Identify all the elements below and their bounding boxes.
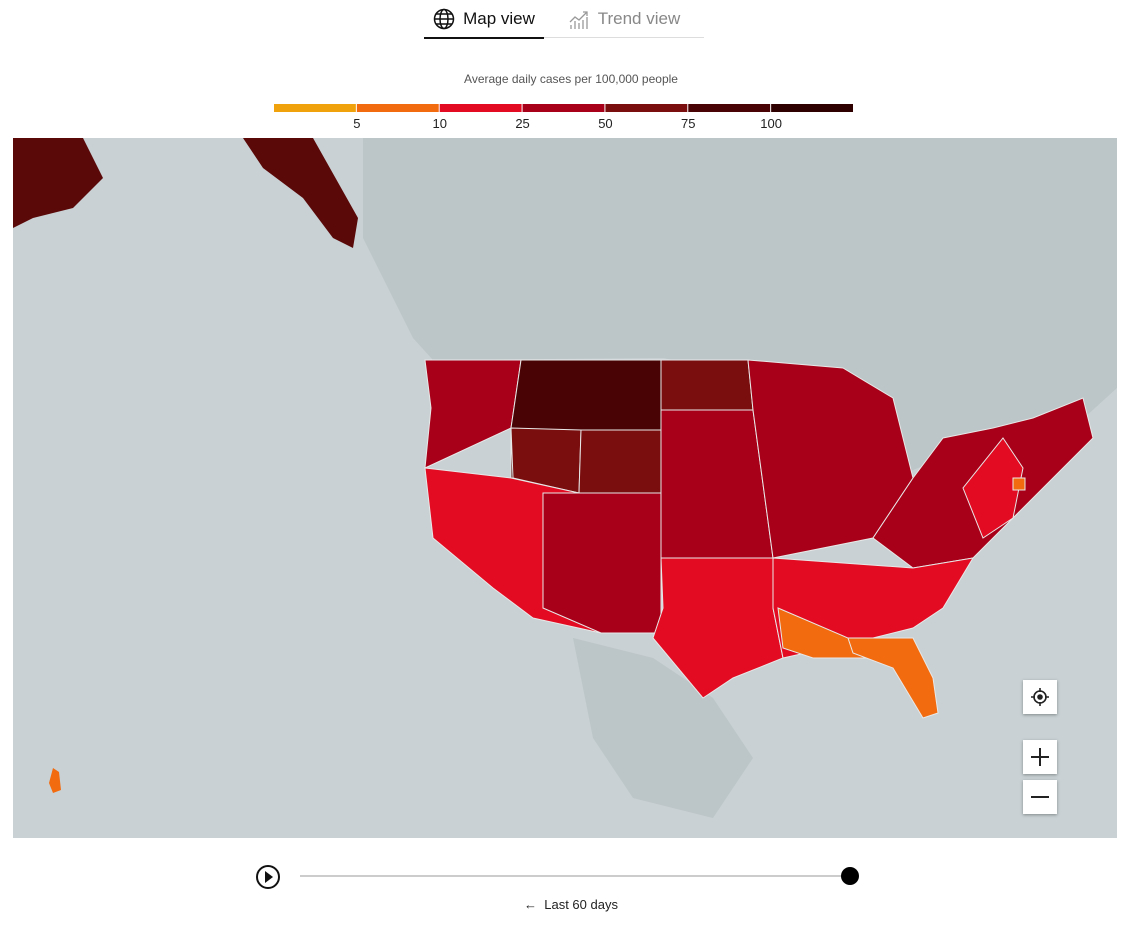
timeline-text: Last 60 days xyxy=(544,897,618,912)
hawaii xyxy=(49,768,61,793)
state xyxy=(424,359,522,469)
state xyxy=(542,492,662,634)
alaska xyxy=(13,138,103,228)
locate-icon xyxy=(1031,688,1049,706)
legend-swatch xyxy=(522,104,605,112)
legend-swatch xyxy=(274,104,356,112)
map-view-tab[interactable]: Map view xyxy=(424,0,544,39)
state xyxy=(1012,477,1026,491)
locate-button[interactable] xyxy=(1023,680,1057,714)
state xyxy=(847,637,939,719)
legend-tick-label: 25 xyxy=(515,116,529,131)
alaska-panhandle xyxy=(243,138,358,248)
plus-icon xyxy=(1031,748,1049,766)
legend-swatch xyxy=(771,104,853,112)
mexico xyxy=(573,638,753,818)
legend-swatch xyxy=(356,104,439,112)
arrow: ← xyxy=(524,897,545,912)
minus-icon xyxy=(1031,796,1049,798)
legend-tick-label: 50 xyxy=(598,116,612,131)
timeline-label: ← Last 60 days xyxy=(0,897,1142,912)
tab-label: Trend view xyxy=(597,8,681,28)
legend-swatch xyxy=(605,104,688,112)
tab-label: Map view xyxy=(463,8,535,28)
trend-icon xyxy=(569,10,588,29)
state xyxy=(660,359,754,411)
state xyxy=(962,437,1024,539)
zoom-in-button[interactable] xyxy=(1023,740,1057,774)
legend-title: Average daily cases per 100,000 people xyxy=(464,72,678,86)
timeline xyxy=(256,865,859,889)
legend-tick-label: 5 xyxy=(353,116,360,131)
play-button[interactable] xyxy=(256,865,280,889)
state xyxy=(578,429,662,494)
legend-tick-label: 10 xyxy=(432,116,446,131)
timeline-handle[interactable] xyxy=(841,867,859,885)
legend-swatch xyxy=(439,104,522,112)
map xyxy=(13,138,1117,838)
legend-swatch xyxy=(688,104,771,112)
trend-view-tab[interactable]: Trend view xyxy=(544,0,704,38)
states xyxy=(424,359,1094,719)
canada xyxy=(363,138,1117,478)
legend-tick-label: 75 xyxy=(681,116,695,131)
state xyxy=(777,607,875,659)
legend: 5 10 25 50 75 100 xyxy=(274,104,853,131)
legend-tick-label: 100 xyxy=(760,116,782,131)
globe-icon xyxy=(433,8,455,29)
zoom-out-button[interactable] xyxy=(1023,780,1057,814)
